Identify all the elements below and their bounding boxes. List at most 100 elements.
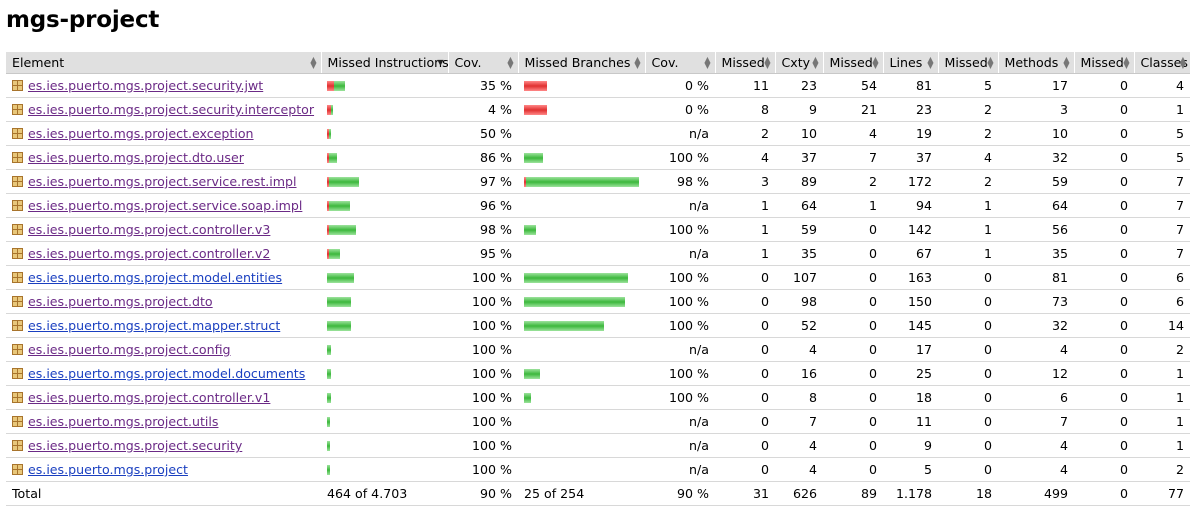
element-cell: es.ies.puerto.mgs.project.model.document… xyxy=(6,361,321,386)
missed-methods: 0 xyxy=(938,433,998,458)
cov-branches: n/a xyxy=(645,433,715,458)
covered-segment xyxy=(329,152,337,163)
header-cov-branches[interactable]: Cov. ▲ ▼ xyxy=(644,52,715,74)
covered-segment xyxy=(524,320,604,331)
header-methods[interactable]: Methods ▲ ▼ xyxy=(997,52,1074,74)
coverage-bar xyxy=(327,224,442,235)
cxty: 89 xyxy=(775,169,823,194)
lines: 23 xyxy=(883,97,938,122)
cov-instructions: 100 % xyxy=(448,433,518,458)
methods: 3 xyxy=(998,97,1074,122)
total-branches: 25 of 254 xyxy=(518,481,645,506)
missed-classes: 0 xyxy=(1074,145,1134,170)
cov-instructions: 100 % xyxy=(448,289,518,314)
sort-arrows-icon: ▲ ▼ xyxy=(872,54,879,70)
package-icon xyxy=(12,272,23,283)
missed-cxty: 0 xyxy=(715,433,775,458)
package-link[interactable]: es.ies.puerto.mgs.project.dto.user xyxy=(28,150,244,165)
package-link[interactable]: es.ies.puerto.mgs.project.service.soap.i… xyxy=(28,198,303,213)
missed-classes: 0 xyxy=(1074,409,1134,434)
coverage-bar xyxy=(327,464,442,475)
table-row: es.ies.puerto.mgs.project 100 % n/a 0 4 0 5 0 4 0… xyxy=(6,457,1190,482)
package-icon xyxy=(12,176,23,187)
header-element[interactable]: Element ▲ ▼ xyxy=(6,52,321,74)
header-lines[interactable]: Lines ▲ ▼ xyxy=(882,52,938,74)
covered-segment xyxy=(524,224,536,235)
package-link[interactable]: es.ies.puerto.mgs.project.model.document… xyxy=(28,366,306,381)
element-cell: es.ies.puerto.mgs.project.security.inter… xyxy=(6,97,321,122)
covered-segment xyxy=(329,128,331,139)
methods: 73 xyxy=(998,289,1074,314)
total-missed-classes: 0 xyxy=(1074,481,1134,506)
missed-lines: 4 xyxy=(823,121,883,146)
package-link[interactable]: es.ies.puerto.mgs.project.model.entities xyxy=(28,270,283,285)
classes: 1 xyxy=(1134,409,1190,434)
classes: 7 xyxy=(1134,217,1190,242)
missed-branches-bar-cell xyxy=(518,265,645,290)
package-link[interactable]: es.ies.puerto.mgs.project.mapper.struct xyxy=(28,318,281,333)
missed-instructions-bar-cell xyxy=(321,73,448,98)
header-missed-cxty[interactable]: Missed ▲ ▼ xyxy=(714,52,775,74)
missed-branches-bar-cell xyxy=(518,433,645,458)
missed-classes: 0 xyxy=(1074,385,1134,410)
package-link[interactable]: es.ies.puerto.mgs.project.service.rest.i… xyxy=(28,174,297,189)
missed-lines: 1 xyxy=(823,193,883,218)
package-link[interactable]: es.ies.puerto.mgs.project.security.jwt xyxy=(28,78,264,93)
missed-segment xyxy=(327,176,329,187)
coverage-bar xyxy=(327,176,442,187)
package-link[interactable]: es.ies.puerto.mgs.project.controller.v1 xyxy=(28,390,271,405)
missed-branches-bar-cell xyxy=(518,145,645,170)
missed-cxty: 1 xyxy=(715,241,775,266)
element-cell: es.ies.puerto.mgs.project.security xyxy=(6,433,321,458)
covered-segment xyxy=(327,416,330,427)
header-missed-instructions[interactable]: Missed Instructions ▼ xyxy=(320,52,448,74)
header-missed-classes[interactable]: Missed ▲ ▼ xyxy=(1073,52,1134,74)
missed-branches-bar-cell xyxy=(518,193,645,218)
cov-branches: 100 % xyxy=(645,217,715,242)
package-link[interactable]: es.ies.puerto.mgs.project.config xyxy=(28,342,231,357)
element-cell: es.ies.puerto.mgs.project.model.entities xyxy=(6,265,321,290)
classes: 2 xyxy=(1134,457,1190,482)
covered-segment xyxy=(327,368,331,379)
header-missed-lines[interactable]: Missed ▲ ▼ xyxy=(822,52,883,74)
sort-arrows-icon: ▲ ▼ xyxy=(507,54,514,70)
cxty: 4 xyxy=(775,337,823,362)
package-link[interactable]: es.ies.puerto.mgs.project.dto xyxy=(28,294,213,309)
missed-segment xyxy=(524,104,547,115)
cov-instructions: 35 % xyxy=(448,73,518,98)
covered-segment xyxy=(329,248,340,259)
table-row: es.ies.puerto.mgs.project.mapper.struct 1… xyxy=(6,313,1190,338)
package-link[interactable]: es.ies.puerto.mgs.project.security.inter… xyxy=(28,102,315,117)
package-link[interactable]: es.ies.puerto.mgs.project.utils xyxy=(28,414,219,429)
missed-segment xyxy=(327,104,331,115)
header-cxty[interactable]: Cxty ▲ ▼ xyxy=(774,52,823,74)
lines: 37 xyxy=(883,145,938,170)
element-cell: es.ies.puerto.mgs.project.mapper.struct xyxy=(6,313,321,338)
methods: 32 xyxy=(998,313,1074,338)
classes: 1 xyxy=(1134,97,1190,122)
missed-instructions-bar-cell xyxy=(321,265,448,290)
lines: 150 xyxy=(883,289,938,314)
element-cell: es.ies.puerto.mgs.project.service.soap.i… xyxy=(6,193,321,218)
covered-segment xyxy=(327,272,354,283)
package-link[interactable]: es.ies.puerto.mgs.project.controller.v3 xyxy=(28,222,271,237)
coverage-bar xyxy=(327,344,442,355)
coverage-bar xyxy=(524,80,639,91)
missed-cxty: 3 xyxy=(715,169,775,194)
methods: 7 xyxy=(998,409,1074,434)
header-cov-instructions[interactable]: Cov. ▲ ▼ xyxy=(447,52,518,74)
missed-methods: 0 xyxy=(938,385,998,410)
cov-branches: 100 % xyxy=(645,145,715,170)
missed-methods: 2 xyxy=(938,169,998,194)
package-link[interactable]: es.ies.puerto.mgs.project.controller.v2 xyxy=(28,246,271,261)
table-row: es.ies.puerto.mgs.project.model.document… xyxy=(6,361,1190,386)
header-classes[interactable]: Classes ▲ ▼ xyxy=(1133,52,1190,74)
covered-segment xyxy=(329,176,359,187)
package-link[interactable]: es.ies.puerto.mgs.project.exception xyxy=(28,126,254,141)
header-missed-methods[interactable]: Missed ▲ ▼ xyxy=(937,52,998,74)
element-cell: es.ies.puerto.mgs.project.controller.v1 xyxy=(6,385,321,410)
header-missed-branches[interactable]: Missed Branches ▲ ▼ xyxy=(517,52,645,74)
classes: 7 xyxy=(1134,169,1190,194)
package-link[interactable]: es.ies.puerto.mgs.project xyxy=(28,462,188,477)
package-link[interactable]: es.ies.puerto.mgs.project.security xyxy=(28,438,243,453)
